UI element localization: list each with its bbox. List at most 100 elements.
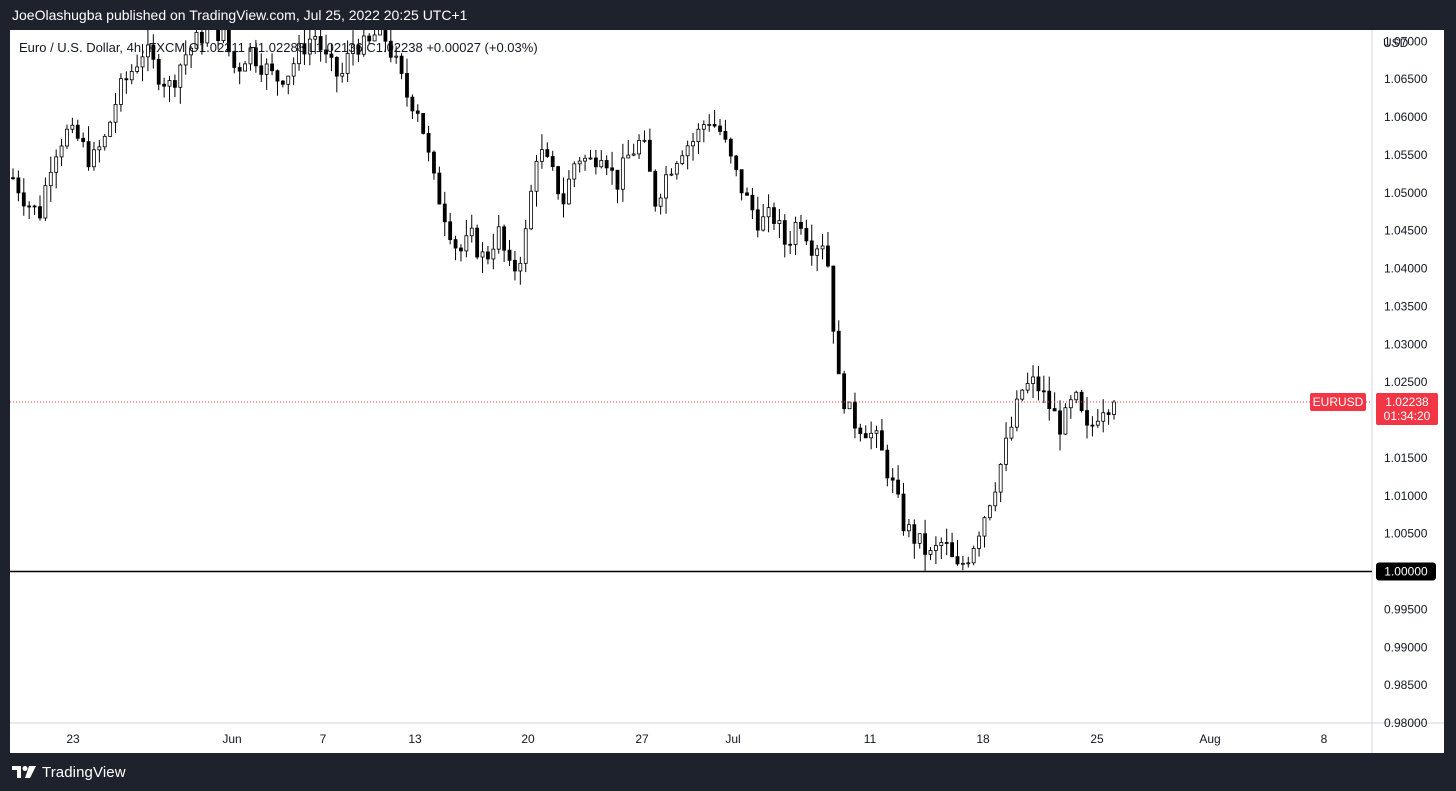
candle-body [48,171,53,187]
candle-body [318,36,323,51]
candle-body [226,30,231,53]
candle-body [685,145,690,157]
tradingview-logo-icon [12,766,36,778]
candle-body [70,124,75,130]
candle-body [739,169,744,194]
candle-body [383,30,388,42]
candle-body [243,63,247,72]
candle-body [27,205,32,208]
level-price-badge [1376,562,1436,581]
candle-body [113,103,118,123]
candle-body [664,174,668,199]
candle-body [804,228,809,242]
publisher-text: JoeOlashugba published on TradingView.co… [12,7,468,23]
chart-panel[interactable]: 1.07000 1.06500 1.06000 1.05500 1.05000 1.045… [10,30,1444,753]
candle-body [1036,376,1041,392]
candle-body [38,206,42,219]
candle-body [901,493,906,532]
candle-body [955,556,960,565]
candle-body [998,463,1003,493]
candle-body [599,160,604,168]
candle-body [437,172,442,205]
candle-body [502,226,507,251]
candle-body [960,562,965,565]
candle-body [793,222,798,245]
candlestick-chart[interactable]: 1.07000 1.06500 1.06000 1.05500 1.05000 1.045… [10,30,1444,753]
candle-body [1014,398,1019,428]
level-price-label: 1.00000 [1384,565,1428,579]
candle-body [604,160,609,169]
candle-body [626,154,631,159]
candle-body [977,535,981,549]
candle-body [426,133,431,153]
price-tick-label: 0.99000 [1384,640,1428,654]
brand-name[interactable]: TradingView [42,763,126,781]
candle-body [523,228,528,264]
candle-body [853,401,857,429]
candle-body [140,56,145,68]
time-tick-label: 8 [1321,732,1328,746]
candle-body [129,71,134,81]
candle-body [253,47,258,67]
candle-body [1074,391,1079,401]
time-tick-label: Jul [725,732,740,746]
candle-body [372,34,377,42]
candle-body [831,265,836,332]
candle-body [1025,383,1030,391]
candle-body [286,75,291,85]
candle-body [464,235,469,252]
candle-body [610,167,614,171]
candle-body [361,35,366,55]
candle-body [151,44,156,60]
candle-body [691,141,695,147]
candle-body [507,249,512,261]
candle-body [102,135,107,148]
time-tick-label: 20 [521,732,535,746]
candle-body [216,30,220,42]
price-tick-label: 1.05000 [1384,186,1428,200]
price-tick-label: 0.98500 [1384,678,1428,692]
candle-body [928,550,933,555]
price-tick-label: 1.07000 [1384,34,1428,48]
candle-body [674,163,679,175]
candle-body [766,207,771,218]
candle-body [620,157,625,190]
time-tick-label: Aug [1199,732,1220,746]
bar-countdown-label: 01:34:20 [1384,409,1431,423]
currency-label: USD [1383,36,1409,50]
candle-body [394,55,399,58]
candle-body [540,149,544,162]
candle-body [583,157,587,162]
current-price-badge [1376,393,1438,426]
candle-body [680,155,685,164]
candle-body [232,51,237,68]
candle-body [513,259,517,272]
candle-body [588,157,593,160]
candle-body [1047,390,1052,409]
candle-body [399,55,404,74]
candle-body [248,47,253,65]
symbol-badge [1310,393,1366,412]
candle-body [847,401,852,410]
candle-body [1068,399,1073,409]
candle-body [183,54,188,66]
candle-body [1009,426,1014,439]
candle-body [917,533,922,544]
candle-body [75,124,80,139]
candle-body [189,47,194,56]
candle-body [124,78,129,81]
candle-body [718,125,722,132]
candle-body [966,562,971,565]
time-tick-label: 13 [408,732,422,746]
candle-body [491,248,496,260]
brand-footer: TradingView [0,753,1456,791]
candle-body [637,140,641,155]
candle-body [777,220,782,224]
candle-body [1095,420,1100,426]
candle-body [993,491,998,507]
candle-body [453,239,458,249]
candle-body [1085,410,1089,426]
candle-body [410,96,415,112]
candle-body [1106,412,1111,415]
candle-body [108,121,113,137]
